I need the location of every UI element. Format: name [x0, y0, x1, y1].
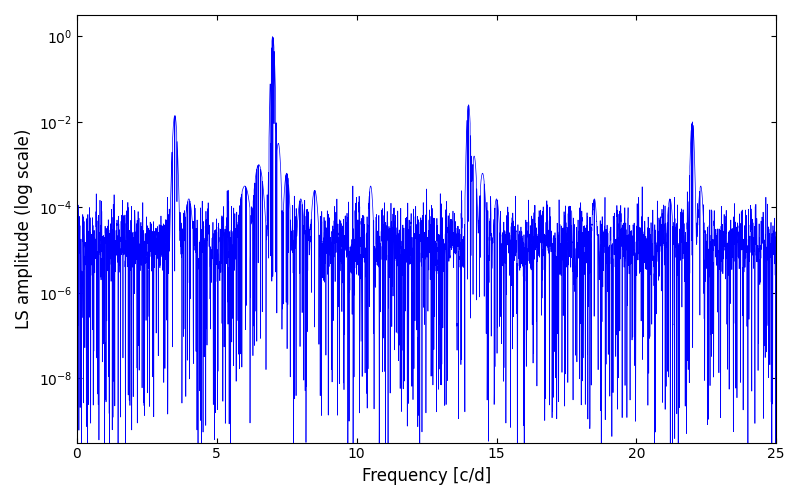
Y-axis label: LS amplitude (log scale): LS amplitude (log scale) — [15, 128, 33, 329]
X-axis label: Frequency [c/d]: Frequency [c/d] — [362, 467, 491, 485]
